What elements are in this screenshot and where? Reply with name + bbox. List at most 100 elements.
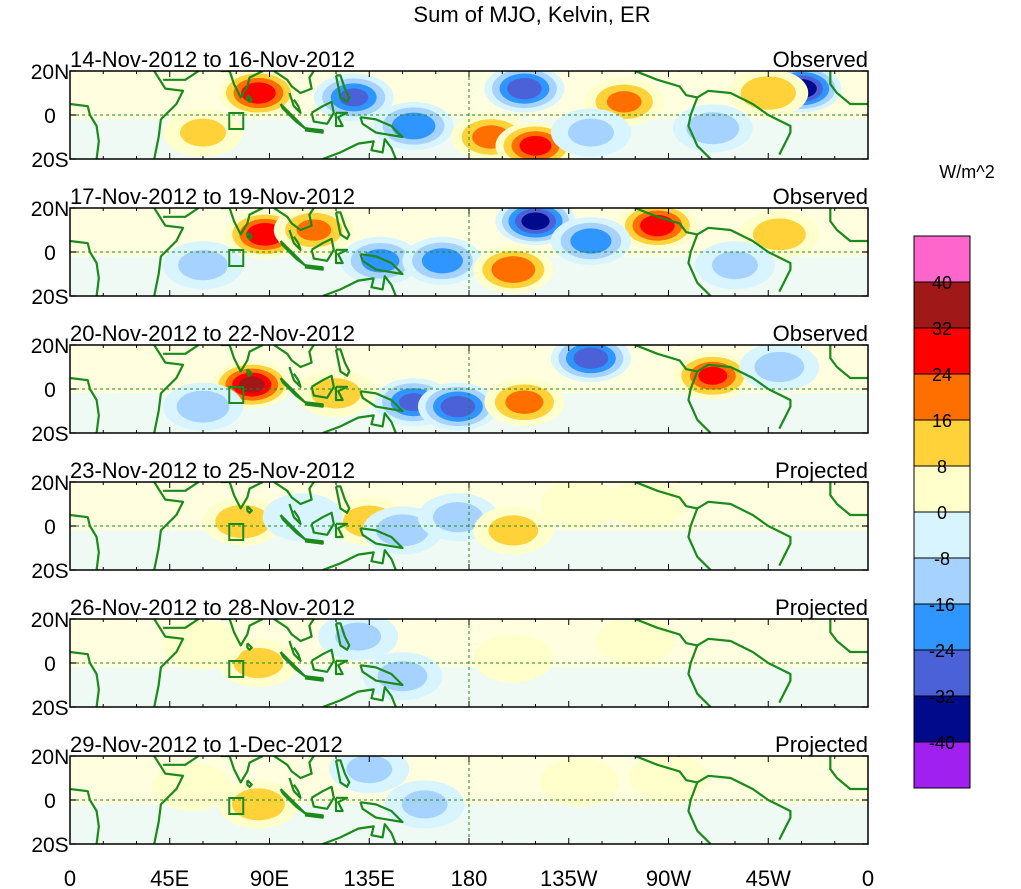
coastline — [273, 71, 315, 95]
coastline — [634, 208, 698, 236]
lat-label: 20S — [31, 286, 68, 309]
colorbar-swatch — [913, 695, 971, 743]
lat-label: 0 — [44, 379, 56, 402]
anomaly-contour — [606, 91, 642, 113]
colorbar-label: -16 — [929, 595, 955, 615]
anomaly-contour — [567, 118, 614, 147]
coastline — [359, 801, 404, 824]
anomaly-contour — [507, 77, 542, 100]
coastline — [829, 71, 868, 106]
panel-period: 17-Nov-2012 to 19-Nov-2012 — [70, 184, 355, 209]
colorbar-label: 0 — [937, 503, 947, 523]
panel-status: Observed — [773, 47, 868, 72]
anomaly-contour — [640, 214, 675, 237]
coastline — [696, 500, 792, 567]
anomaly-contour — [421, 248, 463, 274]
anomaly-contour — [698, 366, 728, 385]
coastline — [322, 275, 397, 296]
anomaly-contour — [573, 347, 609, 369]
coastline — [273, 619, 315, 643]
coastline — [304, 264, 324, 271]
panel-status: Projected — [775, 458, 868, 483]
lon-label: 135W — [540, 866, 598, 889]
coastline — [829, 619, 868, 654]
coastline — [163, 208, 200, 218]
colorbar-label: 24 — [932, 365, 952, 385]
region-box — [228, 249, 245, 267]
coastline — [634, 482, 698, 510]
coastline — [246, 779, 253, 788]
anomaly-contour — [488, 515, 539, 546]
colorbar-label: 40 — [932, 273, 952, 293]
colorbar-units: W/m^2 — [939, 162, 994, 182]
coastline — [359, 527, 404, 550]
coastline — [829, 756, 868, 791]
coastline — [163, 619, 200, 629]
coastline — [163, 345, 200, 355]
coastline — [829, 345, 868, 380]
lon-label: 0 — [862, 866, 874, 889]
anomaly-contour — [686, 112, 740, 145]
lat-label: 20S — [31, 560, 68, 583]
panel-status: Observed — [773, 321, 868, 346]
anomaly-contour — [163, 621, 243, 670]
region-box — [228, 660, 245, 678]
colorbar-swatch — [913, 603, 971, 651]
anomaly-contour — [376, 514, 429, 547]
anomaly-contour — [262, 493, 343, 542]
coastline — [153, 482, 185, 570]
coastline — [273, 208, 315, 232]
coastline — [288, 229, 302, 251]
coastline — [687, 371, 712, 433]
coastline — [334, 348, 351, 377]
colorbar-swatch — [913, 281, 971, 329]
anomaly-contour — [335, 622, 382, 651]
map-panel: 20N 0 20S 20-Nov-2012 to 22-Nov-2012 Observe… — [31, 321, 869, 446]
coastline — [220, 619, 264, 647]
anomaly-contour — [539, 482, 620, 528]
coastline — [359, 116, 404, 139]
coastline — [687, 782, 712, 844]
region-box — [228, 523, 245, 541]
coastline — [70, 787, 100, 844]
lon-label: 0 — [64, 866, 76, 889]
coastline — [153, 208, 185, 296]
coastline — [310, 374, 335, 399]
anomaly-field — [70, 345, 868, 433]
anomaly-contour — [391, 112, 436, 140]
coastline — [288, 777, 302, 799]
region-box — [228, 797, 245, 815]
longitude-axis: 0 45E 90E 135E 180 135W 90W 45W 0 — [64, 866, 874, 889]
coastline — [687, 645, 712, 707]
coastline — [246, 231, 253, 240]
lat-label: 20N — [31, 746, 70, 769]
anomaly-contour — [505, 390, 544, 414]
coastline — [687, 508, 712, 570]
coastline — [634, 345, 698, 373]
coastlines — [70, 71, 868, 159]
coastline — [304, 538, 324, 545]
anomaly-contour — [440, 395, 476, 418]
coastline — [334, 385, 349, 402]
lat-label: 20N — [31, 472, 70, 495]
anomaly-contour — [473, 634, 554, 683]
lat-label: 20N — [31, 61, 70, 84]
panel-period: 23-Nov-2012 to 25-Nov-2012 — [70, 458, 355, 483]
anomaly-contour — [521, 212, 550, 230]
lon-label: 180 — [451, 866, 488, 889]
coastline — [153, 71, 185, 159]
colorbar-swatch — [913, 419, 971, 467]
lon-label: 45E — [150, 866, 189, 889]
coastline — [304, 812, 324, 819]
colorbar-label: -8 — [934, 549, 950, 569]
coastline — [696, 89, 792, 156]
coastline — [220, 756, 264, 784]
coastline — [70, 239, 100, 296]
coastline — [829, 208, 868, 243]
coastline — [153, 345, 185, 433]
region-box — [228, 386, 245, 404]
coastlines — [70, 208, 868, 296]
lon-label: 45W — [746, 866, 791, 889]
coastline — [334, 759, 351, 788]
